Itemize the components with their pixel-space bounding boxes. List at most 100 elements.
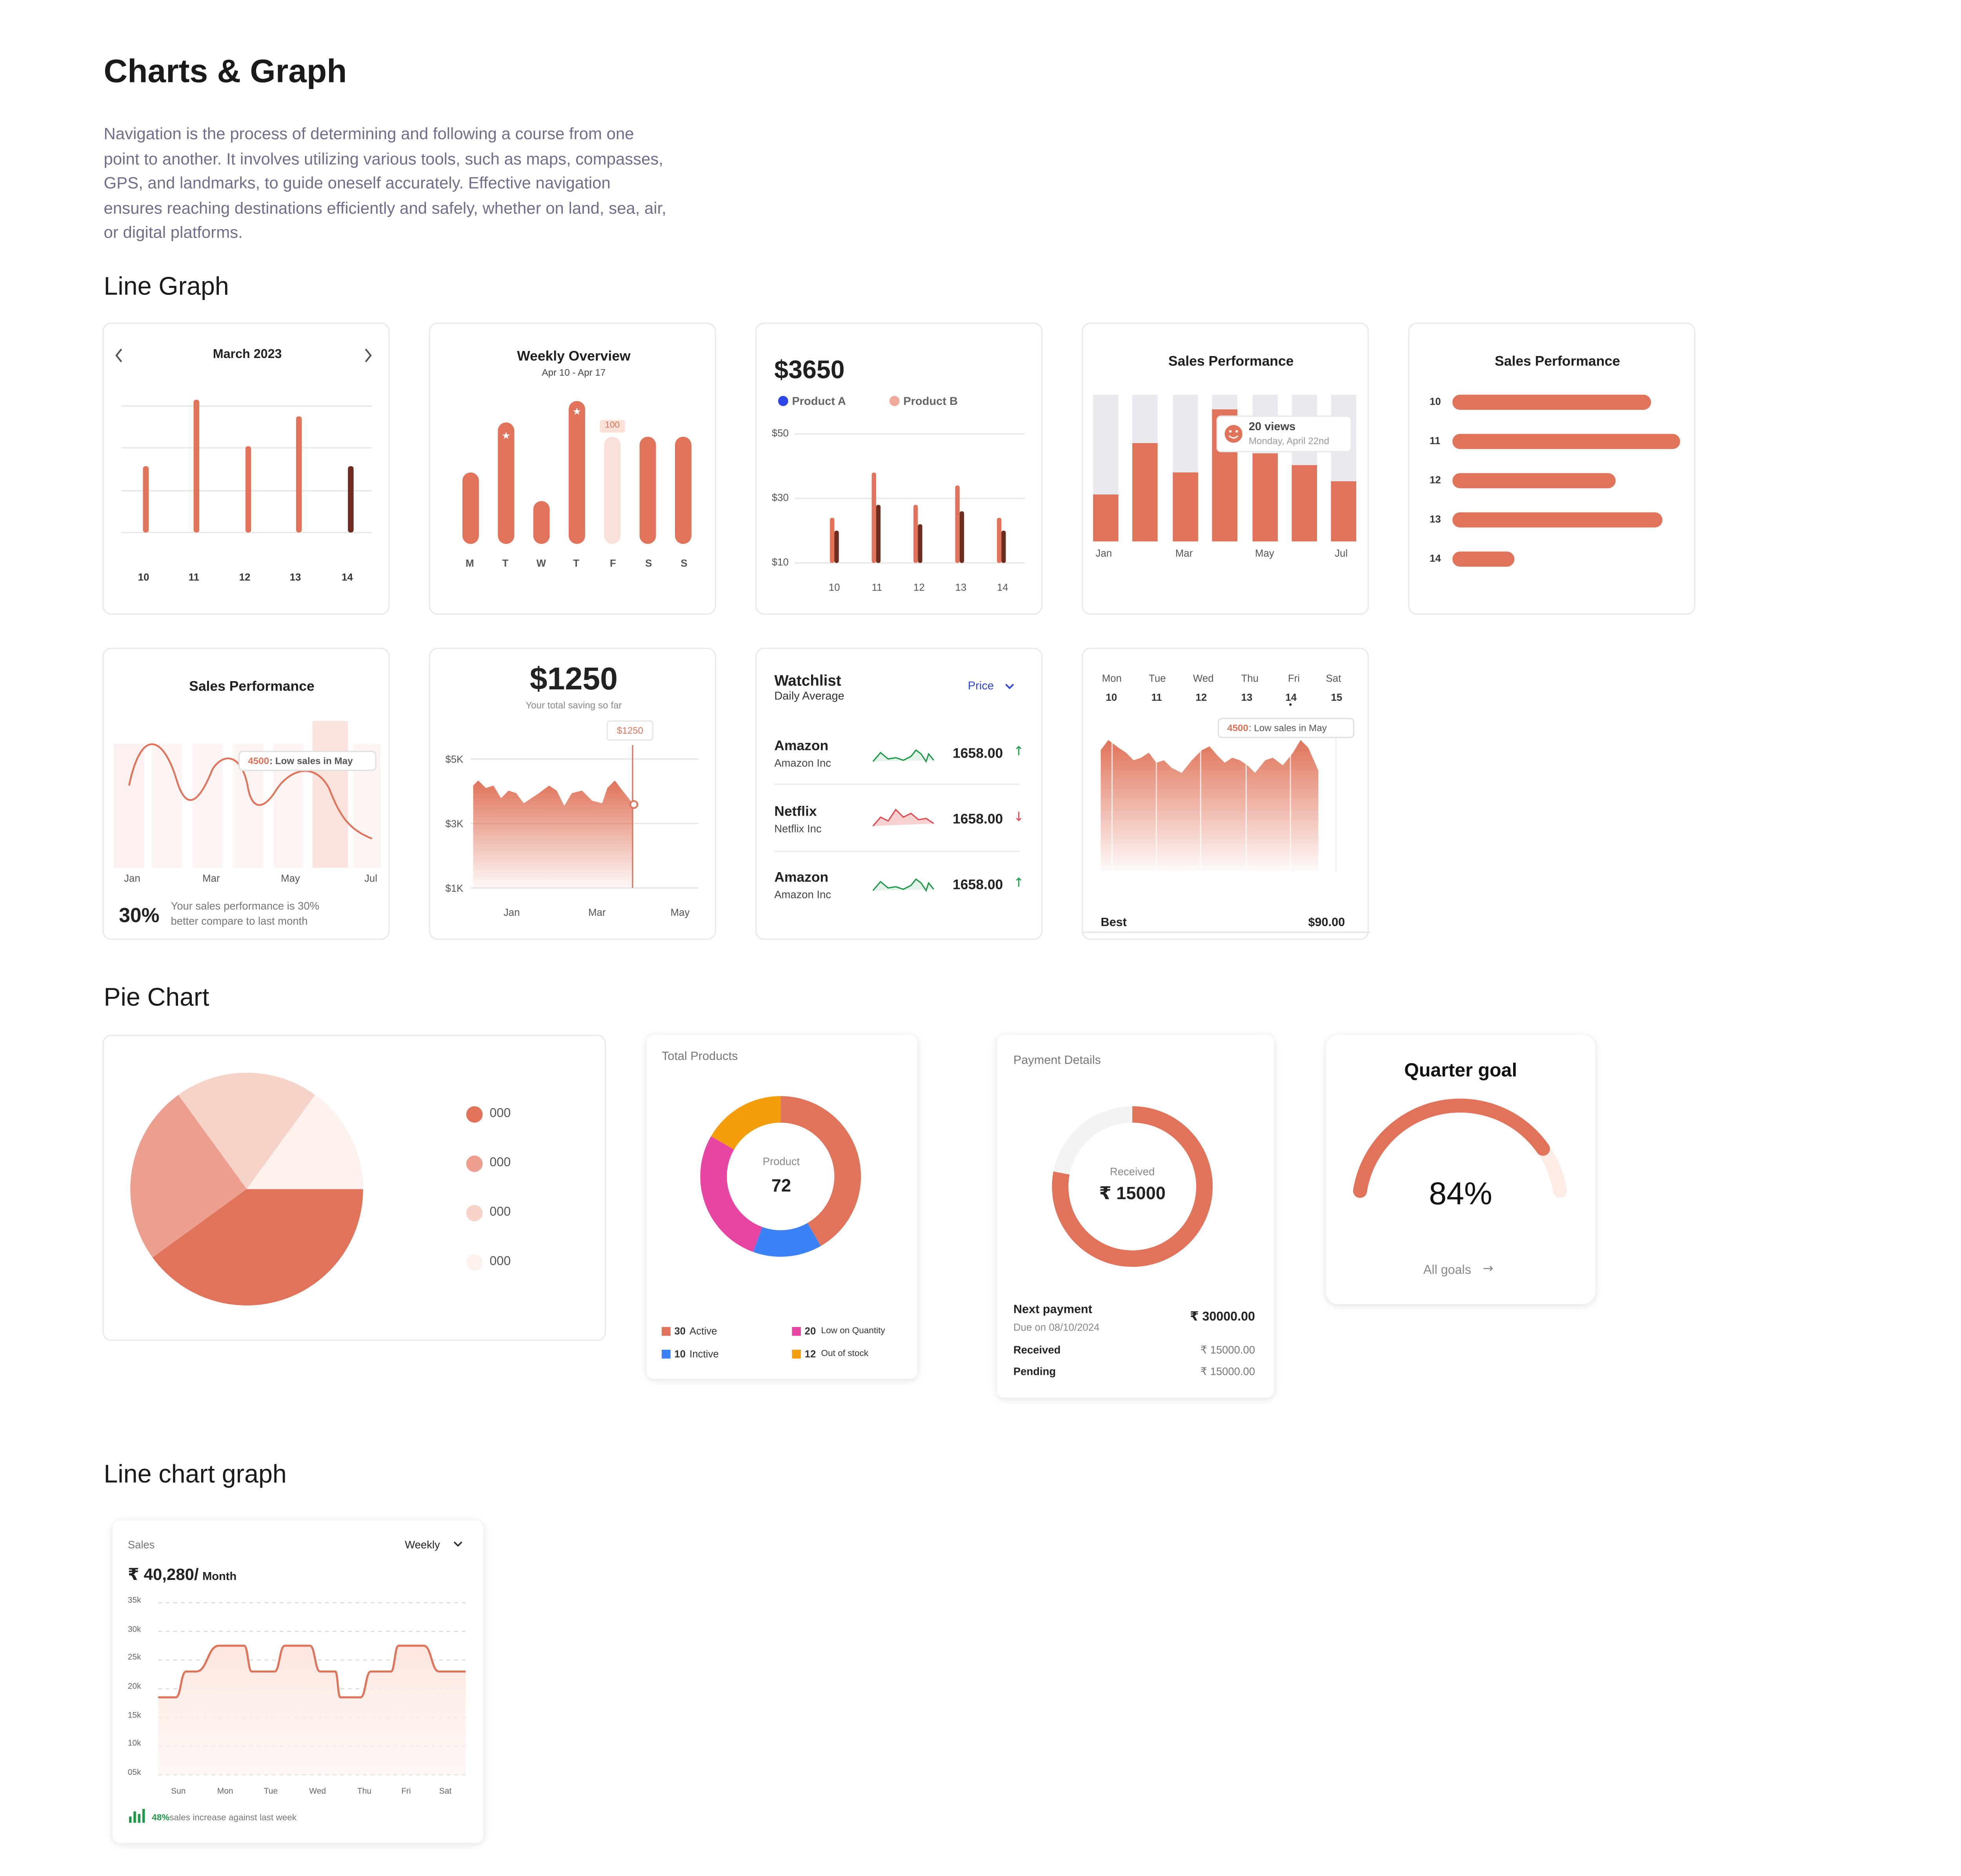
card-title: Total Products (662, 1050, 738, 1064)
chevron-right-icon[interactable] (365, 349, 372, 362)
date-label[interactable]: 11 (1151, 692, 1162, 704)
x-tick: 12 (239, 572, 251, 584)
stock-company: Amazon Inc (774, 888, 831, 901)
legend-dot (778, 396, 788, 406)
row-value: ₹ 15000.00 (1200, 1365, 1255, 1378)
y-tick: $3K (445, 818, 464, 830)
bar (675, 436, 691, 544)
card-title: Payment Details (1013, 1054, 1101, 1068)
series-line (158, 1645, 466, 1698)
legend-count: 10 (674, 1348, 686, 1360)
stock-name[interactable]: Amazon (774, 738, 829, 754)
x-tick: S (680, 558, 688, 569)
chevron-down-icon[interactable] (453, 1541, 462, 1547)
y-tick: $5K (445, 754, 464, 765)
watchlist-title: Watchlist (774, 671, 841, 690)
bar (533, 501, 550, 544)
sales-unit: Month (202, 1570, 237, 1583)
x-tick: Sun (171, 1787, 186, 1796)
x-tick: 11 (871, 582, 882, 593)
footer-label: Best (1101, 916, 1127, 930)
legend-dot (466, 1106, 483, 1123)
section-pie-chart: Pie Chart (104, 984, 209, 1012)
card-payment-details: Payment Details Received ₹ 15000 Next pa… (997, 1034, 1274, 1398)
arrow-right-icon[interactable]: → (1483, 1262, 1493, 1276)
card-sales-line-chart: Sales Weekly ₹ 40,280/ Month 35k 30k 25k 20… (113, 1520, 484, 1843)
card-quarter-goal: Quarter goal 84% All goals → (1326, 1034, 1595, 1304)
performance-note: Your sales performance is 30% (171, 899, 320, 912)
x-tick: M (466, 558, 474, 569)
y-tick: $50 (771, 427, 789, 439)
y-tick: 30k (127, 1625, 141, 1634)
card-sales-performance-line: Sales Performance 4500 : Low sales in Ma… (102, 647, 390, 940)
sparkline (872, 808, 934, 827)
period-select[interactable]: Weekly (405, 1538, 440, 1551)
stock-value: 1658.00 (953, 746, 1003, 762)
bar (1452, 551, 1515, 567)
tooltip-text: : Low sales in May (1248, 722, 1327, 734)
x-tick: May (1255, 547, 1274, 559)
donut-center-label: Product (762, 1155, 800, 1168)
x-tick: 13 (955, 582, 967, 593)
bar-product-b (834, 531, 839, 563)
all-goals-link[interactable]: All goals (1423, 1263, 1472, 1278)
price-value: $3650 (774, 356, 845, 385)
legend-label: Out of stock (821, 1349, 869, 1359)
watchlist-subtitle: Daily Average (774, 689, 844, 702)
date-label[interactable]: 13 (1241, 692, 1253, 704)
chevron-down-icon[interactable] (1005, 684, 1014, 689)
donut-segment (780, 1096, 861, 1246)
x-tick: Jan (1095, 547, 1112, 559)
sparkline (872, 878, 934, 892)
ring-received (1052, 1106, 1213, 1267)
card-weekday-area: Mon Tue Wed Thu Fri Sat 10 11 12 13 14 1… (1082, 647, 1370, 940)
y-tick: 11 (1430, 435, 1441, 447)
stock-company: Netflix Inc (774, 822, 822, 835)
value-tag (606, 720, 654, 741)
bar-product-a (955, 485, 960, 563)
x-tick: Fri (401, 1787, 411, 1796)
day-label: Thu (1241, 673, 1259, 685)
donut-segment (711, 1096, 781, 1150)
increase-percent: 48% (152, 1814, 170, 1823)
bar (1093, 494, 1119, 542)
chevron-left-icon[interactable] (115, 349, 122, 362)
date-label[interactable]: 10 (1106, 692, 1117, 704)
performance-percent: 30% (119, 905, 160, 927)
donut-segment (700, 1136, 763, 1252)
stock-name[interactable]: Amazon (774, 870, 829, 886)
card-savings-area: $1250 Your total saving so far $1250 $5K… (429, 647, 716, 940)
bar-product-b (1001, 531, 1006, 563)
y-tick: 10k (127, 1740, 141, 1749)
arrow-up-icon: ↑ (1013, 745, 1024, 759)
y-tick: 12 (1430, 474, 1441, 486)
legend-label: Product A (792, 394, 846, 407)
bar (193, 400, 200, 533)
legend-label: Active (689, 1325, 717, 1337)
price-filter[interactable]: Price (968, 679, 994, 692)
stock-value: 1658.00 (953, 812, 1003, 827)
stock-name[interactable]: Netflix (774, 804, 817, 820)
x-tick: T (502, 558, 509, 569)
tooltip-text: : Low sales in May (269, 755, 353, 767)
next-payment-amount: ₹ 30000.00 (1190, 1310, 1255, 1325)
bar (1452, 434, 1680, 449)
x-tick: Wed (309, 1787, 326, 1796)
card-products-bars: $3650 Product A Product B $50 $30 $10 10… (755, 322, 1043, 615)
y-tick: 14 (1430, 553, 1441, 564)
date-label[interactable]: 15 (1331, 692, 1343, 704)
bar (143, 466, 149, 533)
chart-title: Sales Performance (1168, 354, 1294, 369)
gauge-fill (1353, 1098, 1550, 1198)
savings-subtitle: Your total saving so far (526, 699, 622, 711)
date-label[interactable]: 12 (1195, 692, 1207, 704)
bar (1452, 473, 1616, 489)
x-tick: Mar (1175, 547, 1193, 559)
x-tick: 11 (188, 572, 199, 584)
legend-label: 000 (489, 1205, 511, 1220)
chart-title: Sales Performance (189, 679, 315, 694)
date-label[interactable]: 14 (1285, 692, 1297, 704)
legend-label: 000 (489, 1254, 511, 1269)
row-label: Received (1013, 1343, 1061, 1356)
